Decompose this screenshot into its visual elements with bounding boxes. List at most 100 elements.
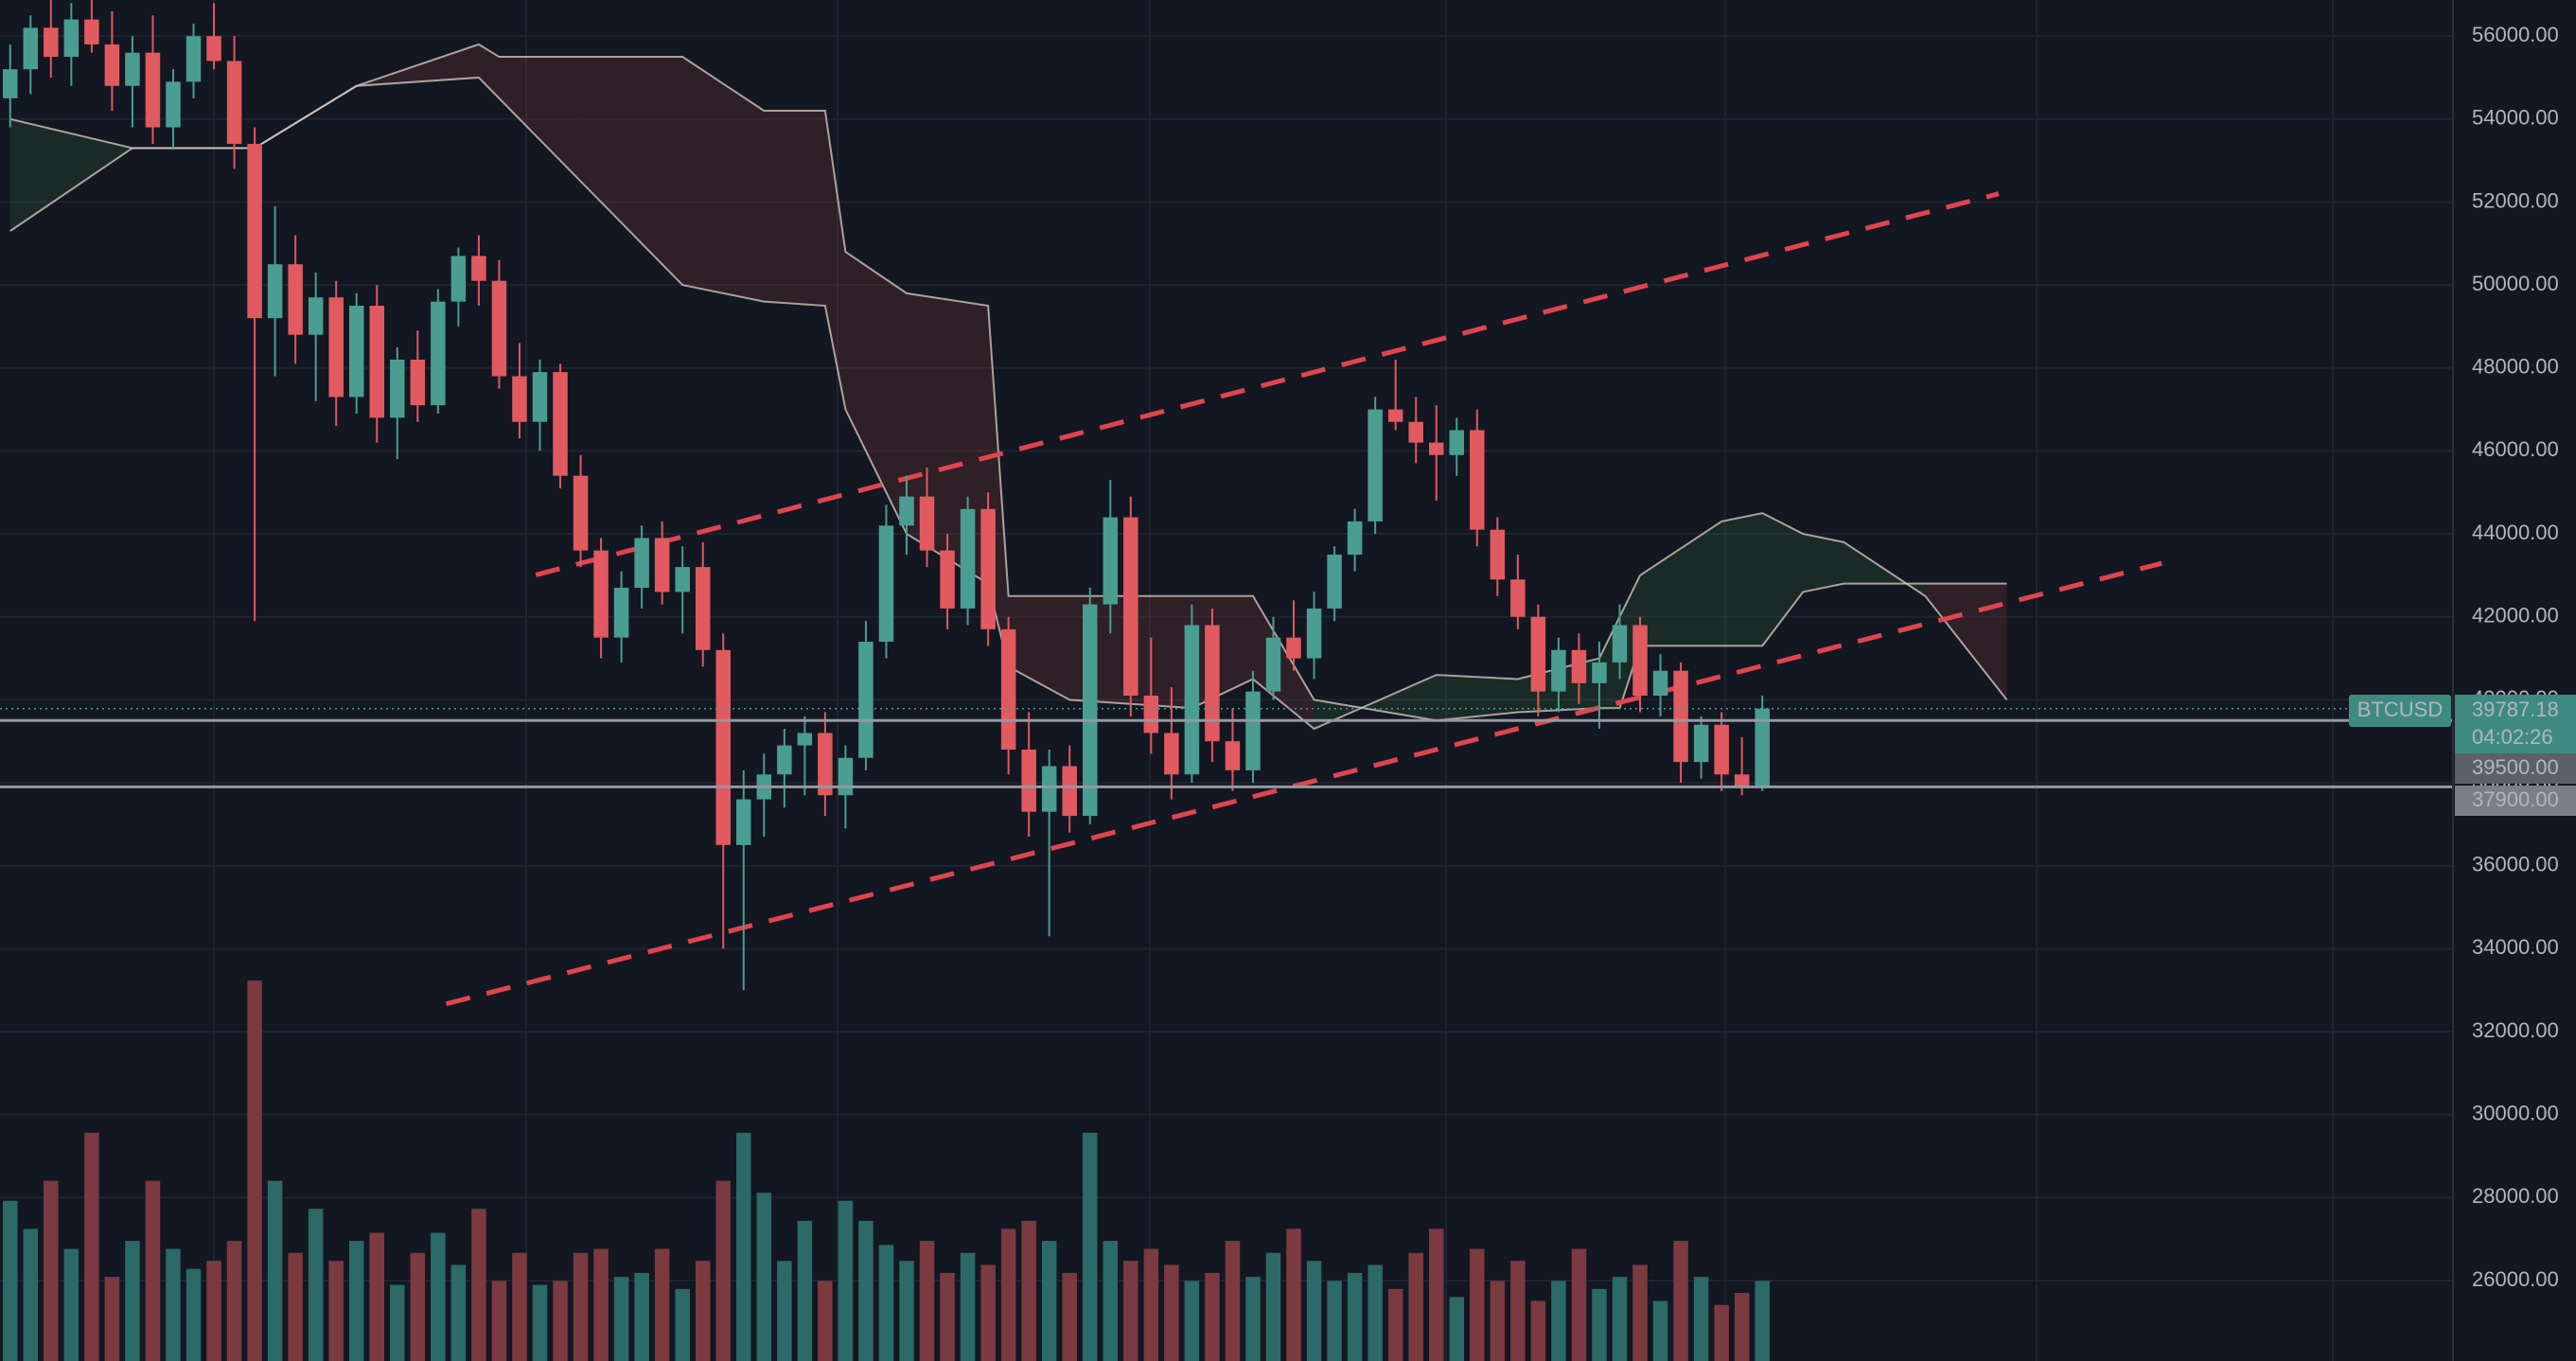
last-price-tag xyxy=(2455,695,2576,753)
candle-body xyxy=(634,538,649,589)
volume-bar xyxy=(1286,1228,1301,1361)
volume-bar xyxy=(206,1261,221,1361)
candle-body xyxy=(1103,517,1119,605)
candle-body xyxy=(1490,529,1506,580)
cloud-fill xyxy=(1640,521,1722,646)
volume-bar xyxy=(1673,1241,1688,1361)
volume-bar xyxy=(1000,1228,1016,1361)
candle-body xyxy=(980,508,996,629)
level-tag xyxy=(2455,786,2576,816)
candle-body xyxy=(940,550,955,609)
candle-body xyxy=(838,757,854,796)
volume-bar xyxy=(1062,1272,1077,1361)
candle-body xyxy=(348,306,364,398)
cloud-fill xyxy=(1252,595,1314,730)
cloud-fill xyxy=(1925,583,2007,700)
volume-bar xyxy=(288,1252,303,1361)
volume-bar xyxy=(1041,1241,1057,1361)
volume-bar xyxy=(1327,1281,1342,1361)
plot xyxy=(0,0,2453,1361)
candle-body xyxy=(1387,409,1403,422)
candle-body xyxy=(593,550,609,638)
volume-bar xyxy=(675,1288,690,1361)
volume-bar xyxy=(1347,1272,1363,1361)
candle-body xyxy=(1673,670,1688,763)
candle-body xyxy=(1286,637,1301,659)
candle-body xyxy=(328,297,344,398)
volume-bar xyxy=(797,1220,813,1361)
candle-body xyxy=(1592,662,1607,683)
volume-bar xyxy=(1225,1241,1241,1361)
candle-body xyxy=(1205,625,1220,742)
candle-body xyxy=(858,642,873,758)
symbol-label: BTCUSD xyxy=(2357,698,2443,721)
cloud-fill xyxy=(1721,513,1763,646)
candle-body xyxy=(1265,637,1281,692)
volume-bar xyxy=(267,1180,283,1361)
volume-bar xyxy=(185,1268,202,1361)
level-label: 37900.00 xyxy=(2472,787,2559,811)
volume-bar xyxy=(84,1132,99,1361)
y-tick-label: 32000.00 xyxy=(2472,1018,2559,1042)
candle-body xyxy=(1530,616,1546,692)
volume-bar xyxy=(1306,1261,1322,1361)
candle-body xyxy=(695,567,711,650)
candle-body xyxy=(654,538,670,592)
candle-body xyxy=(308,297,324,335)
candle-body xyxy=(1021,749,1036,812)
candle-body xyxy=(491,280,507,377)
candle-body xyxy=(84,19,99,44)
candle-body xyxy=(1225,741,1241,770)
y-tick-label: 50000.00 xyxy=(2472,272,2559,295)
candle-body xyxy=(797,733,813,746)
candle-body xyxy=(532,372,548,422)
candle-body xyxy=(1470,430,1485,530)
volume-bar xyxy=(1021,1220,1036,1361)
candle-body xyxy=(1327,554,1342,609)
candle-body xyxy=(63,19,79,58)
volume-bar xyxy=(1408,1252,1423,1361)
cloud-fill xyxy=(682,57,765,302)
candle-body xyxy=(450,256,467,302)
volume-bar xyxy=(818,1281,833,1361)
candle-body xyxy=(1510,579,1526,617)
volume-bar xyxy=(1205,1272,1220,1361)
candle-body xyxy=(1083,604,1098,817)
candle-body xyxy=(1551,649,1566,692)
candle-body xyxy=(512,376,527,422)
vertical-grid xyxy=(213,0,2334,1361)
symbol-tag xyxy=(2349,695,2451,727)
level-label: 39500.00 xyxy=(2472,755,2559,779)
volume-bar xyxy=(1245,1277,1261,1361)
trend-line xyxy=(535,191,2000,577)
candle-body xyxy=(206,36,221,62)
level-tag xyxy=(2455,753,2576,784)
volume-bar xyxy=(1449,1297,1465,1361)
candle-body xyxy=(471,256,486,281)
volume-bar xyxy=(593,1248,609,1361)
candle-body xyxy=(1714,724,1729,775)
candle-body xyxy=(1693,724,1709,763)
candle-body xyxy=(1347,521,1363,555)
cloud-line xyxy=(9,76,2008,731)
candle-body xyxy=(1306,608,1322,659)
volume-bar xyxy=(512,1252,527,1361)
volume-bar xyxy=(166,1248,181,1361)
volume-bar xyxy=(715,1180,732,1361)
cloud-fill xyxy=(764,111,825,307)
candle-body xyxy=(613,588,629,638)
volume-bar xyxy=(899,1261,914,1361)
candle-body xyxy=(288,264,303,335)
volume-bar xyxy=(858,1220,873,1361)
candle-body xyxy=(185,36,202,82)
volume-bar xyxy=(634,1272,649,1361)
volume-bar xyxy=(1592,1288,1607,1361)
candle-body xyxy=(553,372,568,476)
volume-bar xyxy=(1490,1281,1506,1361)
volume-bar xyxy=(1184,1281,1200,1361)
volume-bar xyxy=(736,1132,751,1361)
candle-body xyxy=(675,567,690,592)
volume-bar xyxy=(348,1241,364,1361)
volume-bar xyxy=(1428,1228,1444,1361)
